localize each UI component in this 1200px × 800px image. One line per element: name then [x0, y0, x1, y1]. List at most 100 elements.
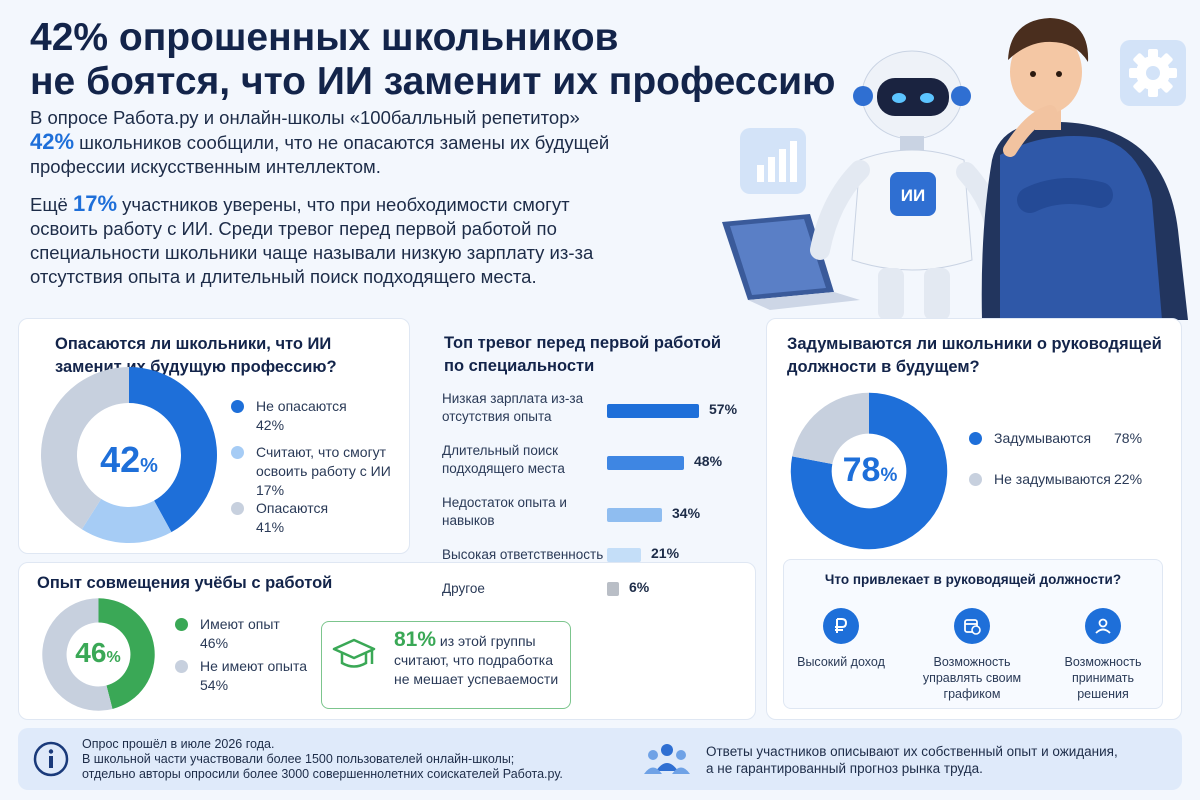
fear-card: Опасаются ли школьники, что ИИ заменит и… [18, 318, 410, 554]
intro-text: участников уверены, что при необходимост… [30, 194, 594, 287]
benefit-label: Высокий доход [797, 655, 885, 669]
anxiety-bar-row: Длительный поиск подходящего места 48% [442, 442, 742, 482]
work-experience-card: Опыт совмещения учёбы с работой 46% Имею… [18, 562, 756, 720]
footer-info-line-1: Опрос прошёл в июле 2026 года. [82, 737, 275, 751]
laptop-icon [722, 214, 860, 310]
donut-slice [98, 598, 155, 709]
legend-label: Имеют опыт [200, 616, 280, 632]
fear-center-value: 42 [100, 439, 141, 480]
ruble-icon [823, 608, 859, 644]
hero-illustration: ИИ [700, 0, 1200, 321]
callout-line-2: считают, что подработка [394, 652, 553, 668]
work-legend-item: Имеют опыт 46% [175, 615, 315, 653]
legend-value: 54% [200, 677, 229, 693]
intro-highlight-17: 17% [73, 191, 118, 216]
fear-legend-item: Не опасаются 42% [231, 397, 401, 435]
callout-text: 81% из этой группы считают, что подработ… [394, 629, 566, 689]
callout-line-3: не мешает успеваемости [394, 671, 559, 687]
intro-paragraph-1: В опросе Работа.ру и онлайн-школы «100ба… [30, 106, 670, 179]
info-icon [33, 741, 69, 777]
fear-center-label: 42% [89, 439, 169, 481]
anxiety-bar [607, 404, 699, 418]
robot-badge: ИИ [901, 186, 925, 205]
fear-center-unit: % [140, 455, 158, 477]
work-center-label: 46% [63, 637, 133, 669]
work-center-value: 46 [75, 637, 107, 668]
legend-dot [969, 473, 982, 486]
benefit-item: Высокий доход [786, 608, 896, 670]
legend-value: 42% [256, 417, 285, 433]
legend-value: 46% [200, 635, 229, 651]
benefit-label: Возможность принимать решения [1064, 655, 1142, 701]
anxiety-bar-label: Недостаток опыта и навыков [442, 495, 567, 528]
legend-label: Не имеют опыта [200, 658, 307, 674]
anxiety-bar [607, 508, 662, 522]
anxiety-bar-row: Низкая зарплата из-за отсутствия опыта 57… [442, 390, 742, 430]
title-line-2: не боятся, что ИИ заменит их профессию [30, 60, 836, 103]
leadership-center-label: 78% [827, 451, 913, 490]
title-line-1: 42% опрошенных школьников [30, 16, 619, 59]
anxiety-bar [607, 548, 641, 562]
page-title: 42% опрошенных школьников не боятся, что… [30, 16, 850, 104]
anxiety-bar-label: Низкая зарплата из-за отсутствия опыта [442, 391, 584, 424]
leadership-donut-chart [790, 392, 948, 550]
callout-box: 81% из этой группы считают, что подработ… [321, 621, 571, 709]
leadership-legend-item: Не задумываются 22% [969, 470, 1149, 489]
anxiety-bar-value: 48% [694, 453, 723, 469]
robot-and-student-illustration: ИИ [722, 18, 1188, 321]
legend-label: Считают, что смогут освоить работу с ИИ [256, 444, 391, 479]
people-group-icon [644, 744, 690, 774]
person-check-icon [1085, 608, 1121, 644]
intro-paragraph-2: Ещё 17% участников уверены, что при необ… [30, 192, 630, 289]
fear-legend-item: Опасаются 41% [231, 499, 401, 537]
legend-label: Не опасаются [256, 398, 347, 414]
benefit-label: Возможность управлять своим графиком [922, 655, 1022, 701]
footer-note: Ответы участников описывают их собственн… [706, 743, 1166, 777]
anxiety-bar-value: 57% [709, 401, 738, 417]
anxiety-bar [607, 456, 684, 470]
anxiety-bar-value: 21% [651, 545, 680, 561]
benefits-title: Что привлекает в руководящей должности? [824, 572, 1122, 587]
legend-value: 41% [256, 519, 285, 535]
graduation-cap-icon [332, 638, 376, 668]
student-icon [981, 18, 1188, 321]
calendar-clock-icon [954, 608, 990, 644]
fear-legend-item: Считают, что смогут освоить работу с ИИ 1… [231, 443, 401, 500]
legend-label: Задумываются [994, 430, 1092, 446]
donut-slice [792, 392, 869, 465]
footer-note-line-2: а не гарантированный прогноз рынка труда… [706, 761, 983, 776]
legend-dot [969, 432, 982, 445]
intro-line: В опросе Работа.ру и онлайн-школы «100ба… [30, 107, 580, 128]
legend-value: 17% [256, 482, 285, 498]
leadership-center-value: 78 [842, 451, 881, 489]
intro-text-start: Ещё [30, 194, 73, 215]
footer-note-line-1: Ответы участников описывают их собственн… [706, 744, 1118, 759]
legend-label: Опасаются [256, 500, 329, 516]
fear-donut-chart [40, 367, 218, 543]
footer-info: Опрос прошёл в июле 2026 года. В школьно… [82, 737, 622, 782]
anxiety-bar-row: Недостаток опыта и навыков 34% [442, 494, 742, 534]
footer-info-line-2: В школьной части участвовали более 1500 … [82, 752, 515, 766]
anxiety-card-title: Топ тревог перед первой работой по специ… [444, 334, 722, 375]
anxiety-bar-label: Длительный поиск подходящего места [442, 443, 565, 476]
anxiety-bar-value: 6% [629, 579, 650, 595]
leadership-center-unit: % [880, 465, 898, 486]
legend-dot [231, 446, 244, 459]
legend-dot [175, 618, 188, 631]
benefit-item: Возможность принимать решения [1048, 608, 1158, 702]
leadership-legend-item: Задумываются 78% [969, 429, 1149, 448]
footer-info-line-3: отдельно авторы опросили более 3000 сове… [82, 767, 563, 781]
donut-slice [129, 367, 218, 533]
anxiety-bar-row: Высокая ответственность 21% [442, 545, 742, 586]
anxiety-bar-label: Другое [442, 581, 485, 596]
work-legend-item: Не имеют опыта 54% [175, 657, 315, 695]
work-donut-chart [42, 598, 155, 711]
benefit-item: Возможность управлять своим графиком [917, 608, 1027, 702]
legend-dot [175, 660, 188, 673]
legend-dot [231, 400, 244, 413]
anxiety-bar-value: 34% [672, 505, 701, 521]
bar-chart-icon [757, 141, 797, 182]
gear-icon [1129, 49, 1177, 97]
donut-slice [81, 498, 172, 543]
legend-value: 22% [1114, 471, 1143, 487]
